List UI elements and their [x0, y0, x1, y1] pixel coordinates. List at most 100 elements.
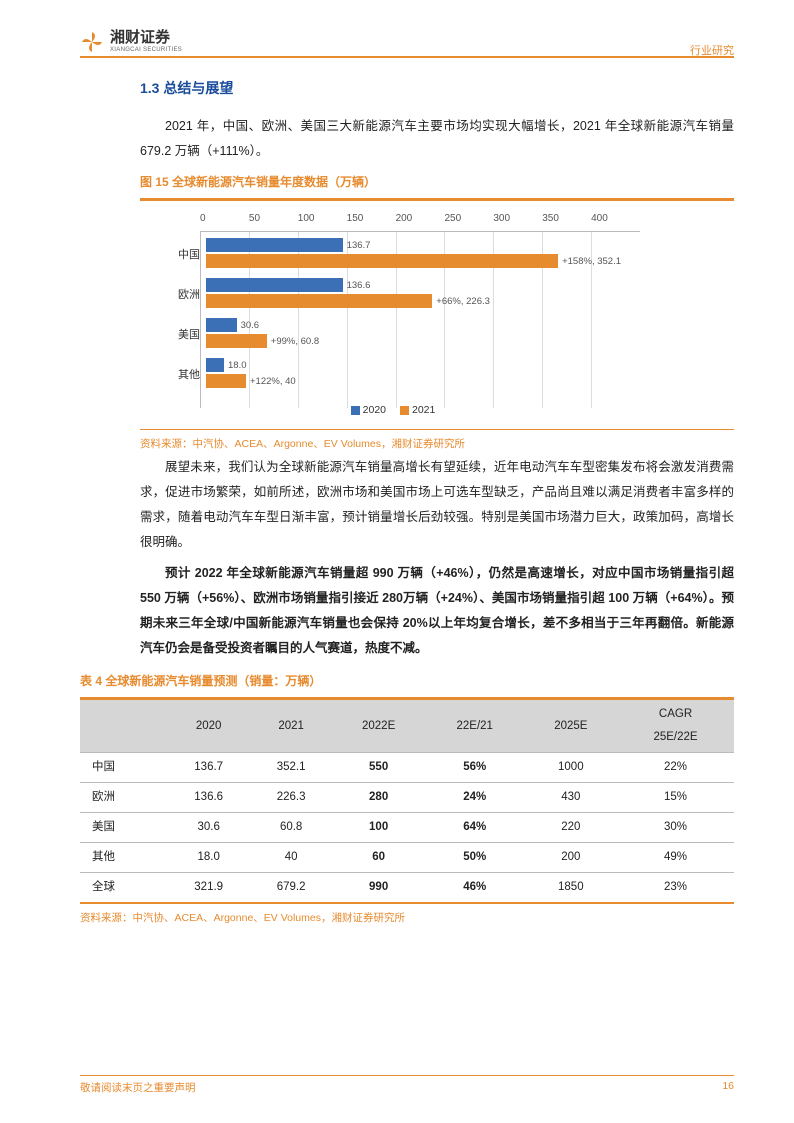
chart-bar: 30.6	[206, 318, 640, 332]
axis-tick: 350	[542, 209, 591, 229]
bar-value-label: 30.6	[241, 316, 260, 335]
chart-bar: +66%, 226.3	[206, 294, 640, 308]
axis-tick: 50	[249, 209, 298, 229]
bar-value-label: +122%, 40	[250, 372, 296, 391]
table-cell: 60.8	[250, 813, 332, 843]
page-footer: 敬请阅读末页之重要声明 16	[80, 1075, 734, 1095]
figure-source: 资料来源：中汽协、ACEA、Argonne、EV Volumes，湘财证券研究所	[140, 429, 734, 455]
table-cell: 280	[332, 783, 425, 813]
table-title: 表 4 全球新能源汽车销量预测（销量：万辆）	[80, 669, 734, 693]
bar-value-label: +66%, 226.3	[436, 292, 490, 311]
table-row: 欧洲136.6226.328024%43015%	[80, 783, 734, 813]
chart-x-axis: 050100150200250300350400	[200, 211, 640, 232]
chart-row: 其他 18.0+122%, 40	[160, 358, 640, 390]
page-number: 16	[722, 1080, 734, 1095]
axis-tick: 200	[396, 209, 445, 229]
table-cell: 22%	[617, 753, 734, 783]
paragraph-1: 2021 年，中国、欧洲、美国三大新能源汽车主要市场均实现大幅增长，2021 年…	[140, 114, 734, 164]
table-cell: 中国	[80, 753, 167, 783]
table-cell: 1850	[525, 873, 618, 904]
paragraph-3: 预计 2022 年全球新能源汽车销量超 990 万辆（+46%），仍然是高速增长…	[140, 561, 734, 661]
chart-row-label: 欧洲	[160, 278, 206, 306]
table-cell: 990	[332, 873, 425, 904]
axis-tick: 400	[591, 209, 640, 229]
axis-tick: 300	[493, 209, 542, 229]
table-cell: 49%	[617, 843, 734, 873]
table-cell: 50%	[425, 843, 525, 873]
table-cell: 200	[525, 843, 618, 873]
table-cell: 24%	[425, 783, 525, 813]
bar-value-label: 18.0	[228, 356, 247, 375]
table-cell: 15%	[617, 783, 734, 813]
pinwheel-icon	[80, 30, 104, 54]
brand-name-cn: 湘财证券	[110, 30, 182, 47]
bar-value-label: 136.7	[347, 236, 371, 255]
forecast-table: 202020212022E22E/212025ECAGR25E/22E 中国13…	[80, 697, 734, 904]
bar-chart: 050100150200250300350400 中国 136.7 +158%, 3…	[160, 211, 640, 421]
table-cell: 64%	[425, 813, 525, 843]
table-cell: 30%	[617, 813, 734, 843]
table-cell: 欧洲	[80, 783, 167, 813]
chart-bar: 136.7	[206, 238, 640, 252]
bar-value-label: 136.6	[347, 276, 371, 295]
figure-title: 图 15 全球新能源汽车销量年度数据（万辆）	[140, 170, 734, 194]
table-row: 其他18.0406050%20049%	[80, 843, 734, 873]
table-cell: 60	[332, 843, 425, 873]
table-cell: 40	[250, 843, 332, 873]
table-cell: 美国	[80, 813, 167, 843]
table-cell: 679.2	[250, 873, 332, 904]
section-title: 1.3 总结与展望	[140, 74, 734, 102]
table-row: 美国30.660.810064%22030%	[80, 813, 734, 843]
table-cell: 136.7	[167, 753, 249, 783]
axis-tick: 0	[200, 209, 249, 229]
bar-value-label: +99%, 60.8	[271, 332, 319, 351]
table-header-cell	[80, 699, 167, 753]
axis-tick: 250	[444, 209, 493, 229]
table-cell: 23%	[617, 873, 734, 904]
table-cell: 30.6	[167, 813, 249, 843]
table-cell: 136.6	[167, 783, 249, 813]
table-row: 全球321.9679.299046%185023%	[80, 873, 734, 904]
chart-row: 欧洲 136.6 +66%, 226.3	[160, 278, 640, 310]
paragraph-2: 展望未来，我们认为全球新能源汽车销量高增长有望延续，近年电动汽车车型密集发布将会…	[140, 455, 734, 555]
table-cell: 18.0	[167, 843, 249, 873]
chart-row-label: 美国	[160, 318, 206, 346]
table-cell: 226.3	[250, 783, 332, 813]
table-row: 中国136.7352.155056%100022%	[80, 753, 734, 783]
table-cell: 46%	[425, 873, 525, 904]
axis-tick: 100	[298, 209, 347, 229]
table-cell: 1000	[525, 753, 618, 783]
chart-bar: +122%, 40	[206, 374, 640, 388]
brand-name-en: XIANGCAI SECURITIES	[110, 47, 182, 54]
table-cell: 321.9	[167, 873, 249, 904]
chart-row-label: 中国	[160, 238, 206, 266]
chart-bar: 18.0	[206, 358, 640, 372]
table-header-cell: 22E/21	[425, 699, 525, 753]
table-header-cell: 2022E	[332, 699, 425, 753]
header-rule	[80, 56, 734, 58]
table-source: 资料来源：中汽协、ACEA、Argonne、EV Volumes，湘财证券研究所	[80, 908, 734, 929]
chart-row-label: 其他	[160, 358, 206, 386]
table-header-cell: 2020	[167, 699, 249, 753]
table-header-cell: CAGR25E/22E	[617, 699, 734, 753]
bar-value-label: +158%, 352.1	[562, 252, 621, 271]
table-cell: 其他	[80, 843, 167, 873]
table-cell: 430	[525, 783, 618, 813]
chart-row: 中国 136.7 +158%, 352.1	[160, 238, 640, 270]
table-cell: 100	[332, 813, 425, 843]
chart-bar: +158%, 352.1	[206, 254, 640, 268]
chart-bar: +99%, 60.8	[206, 334, 640, 348]
table-cell: 56%	[425, 753, 525, 783]
table-cell: 全球	[80, 873, 167, 904]
table-cell: 352.1	[250, 753, 332, 783]
chart-rows: 中国 136.7 +158%, 352.1 欧洲 136.6 +66%, 226.3 美国 3…	[160, 232, 640, 390]
chart-row: 美国 30.6 +99%, 60.8	[160, 318, 640, 350]
table-cell: 550	[332, 753, 425, 783]
disclaimer-note: 敬请阅读末页之重要声明	[80, 1080, 196, 1095]
table-header-cell: 2025E	[525, 699, 618, 753]
axis-tick: 150	[347, 209, 396, 229]
chart-bar: 136.6	[206, 278, 640, 292]
figure-rule	[140, 198, 734, 201]
table-cell: 220	[525, 813, 618, 843]
brand-logo: 湘财证券 XIANGCAI SECURITIES	[80, 30, 734, 54]
